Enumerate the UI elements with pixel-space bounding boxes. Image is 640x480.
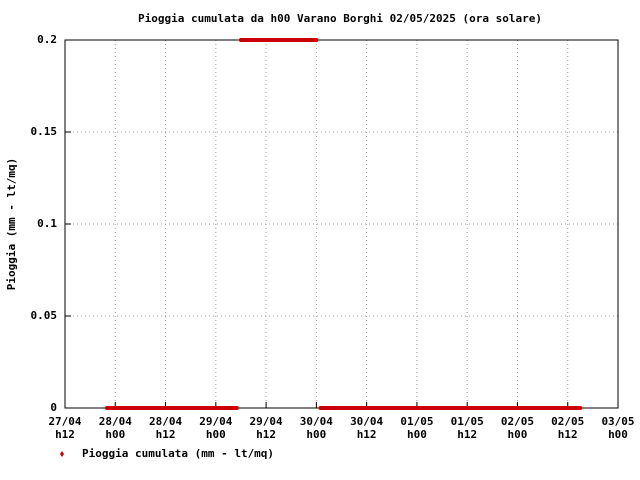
y-tick-label: 0 [50, 401, 57, 414]
y-tick-label: 0.1 [37, 217, 57, 230]
chart-title: Pioggia cumulata da h00 Varano Borghi 02… [138, 12, 542, 25]
legend-label: Pioggia cumulata (mm - lt/mq) [82, 447, 274, 460]
x-tick-label: 02/05 h00 [501, 415, 534, 441]
x-tick-label: 30/04 h12 [350, 415, 383, 441]
y-tick-label: 0.05 [31, 309, 58, 322]
x-tick-label: 28/04 h00 [99, 415, 132, 441]
y-tick-label: 0.15 [31, 125, 58, 138]
x-tick-label: 28/04 h12 [149, 415, 182, 441]
y-tick-label: 0.2 [37, 33, 57, 46]
x-tick-label: 01/05 h12 [451, 415, 484, 441]
x-tick-label: 29/04 h12 [250, 415, 283, 441]
x-tick-label: 27/04 h12 [48, 415, 81, 441]
x-tick-label: 02/05 h12 [551, 415, 584, 441]
x-tick-label: 30/04 h00 [300, 415, 333, 441]
y-axis-label: Pioggia (mm - lt/mq) [5, 158, 18, 290]
x-tick-label: 01/05 h00 [400, 415, 433, 441]
x-tick-label: 29/04 h00 [199, 415, 232, 441]
legend-marker [60, 451, 64, 457]
x-tick-label: 03/05 h00 [601, 415, 634, 441]
